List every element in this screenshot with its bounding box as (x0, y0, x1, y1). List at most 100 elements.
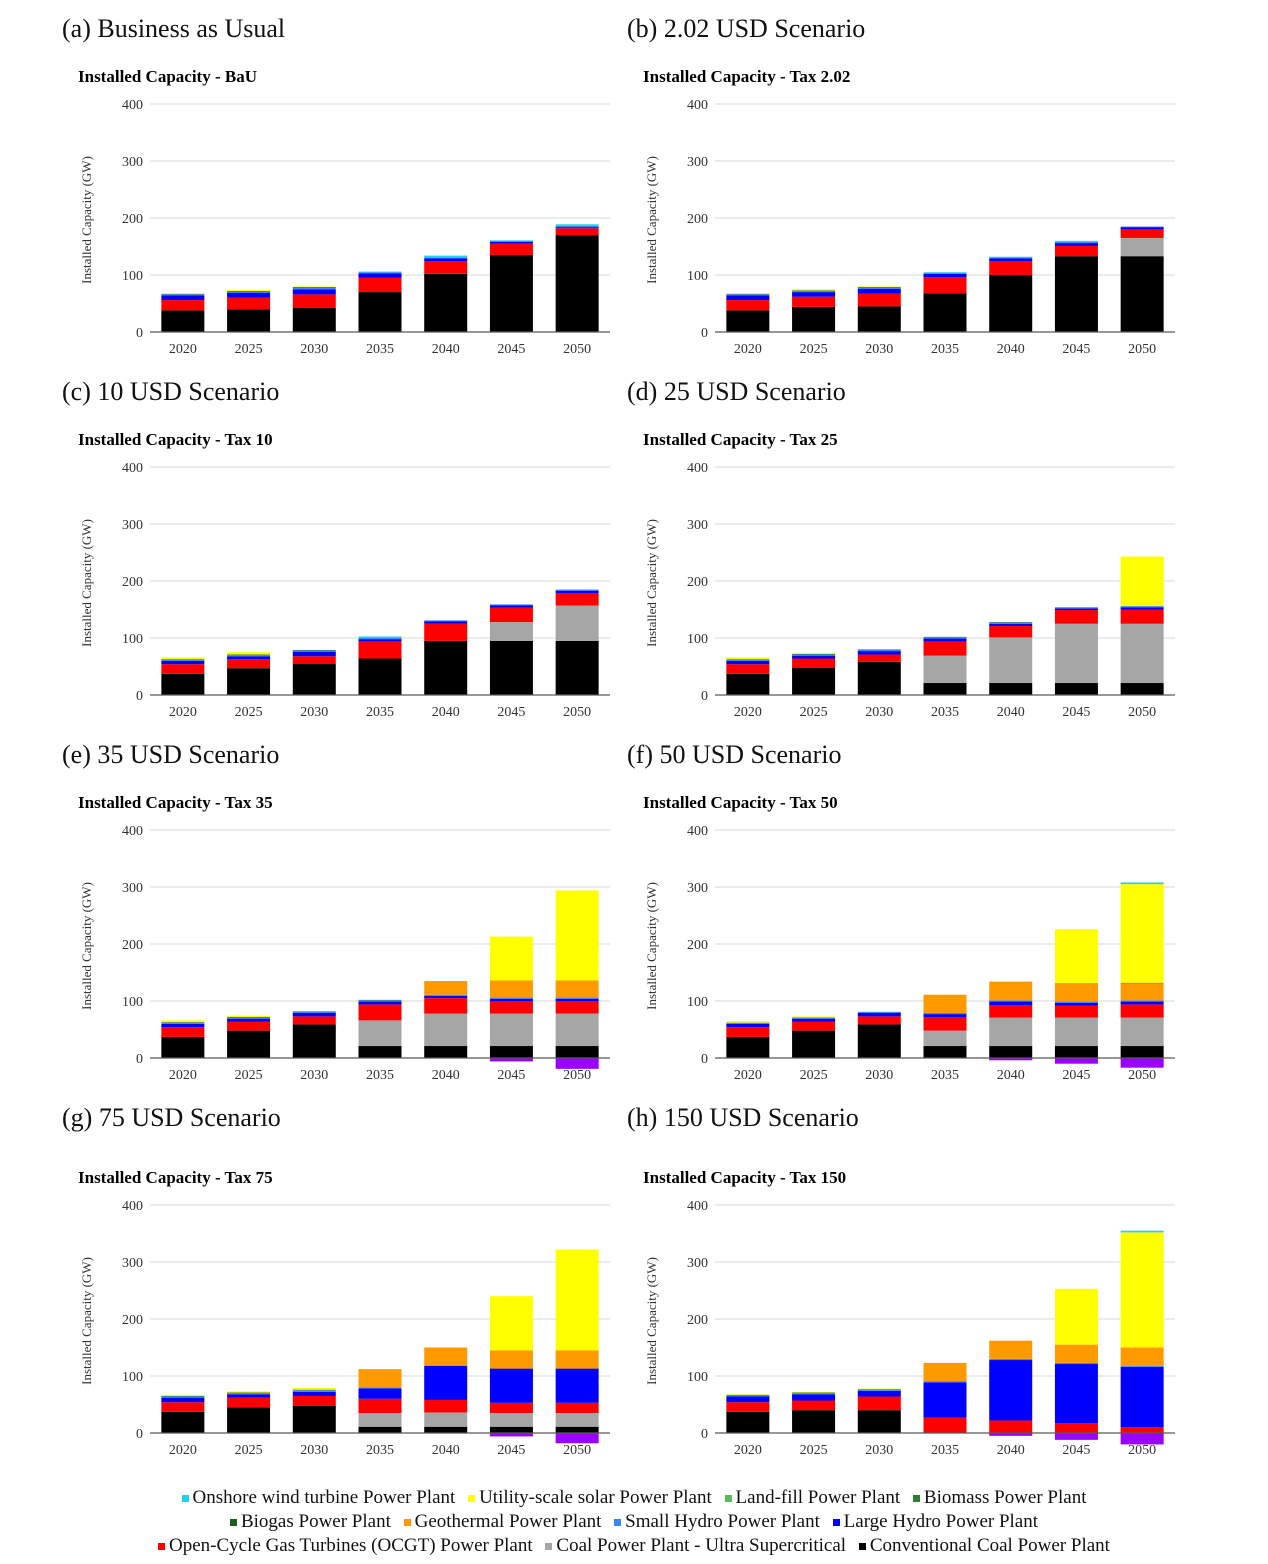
x-tick-label: 2035 (931, 1443, 959, 1458)
legend-swatch (468, 1495, 476, 1503)
x-tick-label: 2040 (997, 705, 1025, 720)
panel-caption: (e) 35 USD Scenario (62, 740, 280, 769)
bar-segment-large_hydro (923, 638, 967, 642)
bar-segment-small_hydro (1054, 241, 1098, 244)
bar-segment-small_hydro (989, 1358, 1033, 1361)
bar-segment-large_hydro (424, 621, 468, 624)
bar-segment-ocgt (489, 1001, 533, 1014)
bar-segment-coal_conv (555, 640, 599, 695)
bar-segment-biomass (227, 1016, 271, 1018)
legend-swatch (158, 1543, 166, 1551)
bar-segment-coal_conv (1054, 256, 1098, 332)
bar-segment-small_hydro (161, 659, 205, 661)
bar-segment-solar (1120, 884, 1164, 983)
bar-segment-solar (161, 293, 205, 294)
bar-segment-ocgt (857, 1396, 901, 1411)
bar-segment-ocgt (227, 297, 271, 310)
y-tick-label: 300 (687, 881, 708, 896)
bar-segment-coal_usc (358, 1020, 402, 1047)
bar-segment-large_hydro (989, 623, 1033, 627)
bar-segment-wind (555, 224, 599, 226)
legend-item-biomass: Biomass Power Plant (912, 1487, 1087, 1508)
bar-segment-solar (792, 1391, 836, 1393)
x-tick-label: 2035 (931, 1068, 959, 1083)
bar-segment-small_hydro (989, 622, 1033, 624)
bar-segment-solar (227, 1015, 271, 1017)
bar-segment-large_hydro (424, 258, 468, 262)
y-tick-label: 200 (687, 1313, 708, 1328)
chart-title: Installed Capacity - Tax 75 (78, 1168, 273, 1187)
bar-segment-coal_usc (1054, 1017, 1098, 1047)
bar-segment-small_hydro (792, 290, 836, 293)
x-tick-label: 2030 (300, 1443, 328, 1458)
bar-segment-solar (726, 1020, 770, 1023)
bar-segment-small_hydro (857, 1011, 901, 1013)
bar-segment-coal_conv (292, 308, 336, 332)
panel-d: (d) 25 USD Scenario Installed Capacity -… (627, 377, 1227, 737)
bar-segment-coal_conv (792, 667, 836, 695)
bar-segment-large_hydro (227, 1018, 271, 1022)
bar-segment-large_hydro (489, 241, 533, 244)
bar-segment-ocgt (292, 1016, 336, 1025)
y-tick-label: 400 (687, 461, 708, 476)
bar-segment-coal_conv (555, 1426, 599, 1433)
y-tick-label: 400 (122, 824, 143, 839)
chart-title: Installed Capacity - Tax 35 (78, 793, 273, 812)
bar-segment-large_hydro (726, 1396, 770, 1403)
bar-segment-coal_conv (489, 1426, 533, 1433)
bar-segment-coal_conv (1054, 1046, 1098, 1058)
y-tick-label: 400 (122, 461, 143, 476)
legend-item-geothermal: Geothermal Power Plant (403, 1511, 601, 1532)
bar-segment-large_hydro (792, 292, 836, 297)
x-tick-label: 2045 (1062, 1068, 1090, 1083)
bar-segment-large_hydro (792, 1018, 836, 1022)
legend-label: Biomass Power Plant (923, 1487, 1087, 1508)
legend-label: Conventional Coal Power Plant (869, 1535, 1110, 1556)
chart-legend: Onshore wind turbine Power Plant Utility… (0, 1486, 1268, 1558)
bar-segment-sequestration (989, 1058, 1033, 1061)
bar-segment-ocgt (792, 1400, 836, 1411)
y-tick-label: 200 (687, 938, 708, 953)
bar-segment-coal_conv (358, 1046, 402, 1058)
x-tick-label: 2035 (366, 1068, 394, 1083)
x-tick-label: 2035 (366, 342, 394, 357)
x-tick-label: 2045 (1062, 1443, 1090, 1458)
bar-segment-large_hydro (1120, 1001, 1164, 1005)
bar-segment-small_hydro (292, 650, 336, 652)
bar-segment-small_hydro (555, 997, 599, 999)
bar-segment-large_hydro (1054, 608, 1098, 611)
x-tick-label: 2025 (800, 705, 828, 720)
legend-swatch (403, 1519, 411, 1527)
bar-segment-ocgt (792, 296, 836, 307)
bar-segment-small_hydro (424, 994, 468, 996)
bar-segment-wind (989, 256, 1033, 258)
y-tick-label: 200 (122, 1313, 143, 1328)
chart-tax-10: Installed Capacity - Tax 10 Installed Cap… (78, 430, 610, 720)
legend-swatch (724, 1495, 732, 1503)
y-tick-label: 100 (687, 269, 708, 284)
bar-segment-large_hydro (161, 1397, 205, 1403)
bar-segment-ocgt (1054, 245, 1098, 257)
legend-item-landfill: Land-fill Power Plant (724, 1487, 900, 1508)
bar-segment-coal_usc (489, 1413, 533, 1427)
legend-item-biogas: Biogas Power Plant (229, 1511, 391, 1532)
x-tick-label: 2045 (1062, 342, 1090, 357)
bar-segment-sequestration (1054, 1058, 1098, 1064)
bar-segment-small_hydro (227, 1393, 271, 1395)
chart-tax-2-02: Installed Capacity - Tax 2.02 Installed C… (643, 67, 1175, 357)
bar-segment-wind (489, 240, 533, 241)
x-tick-label: 2050 (1128, 705, 1156, 720)
bar-segment-coal_conv (489, 1046, 533, 1058)
bar-segment-small_hydro (489, 240, 533, 242)
bar-segment-small_hydro (726, 1395, 770, 1397)
y-tick-label: 100 (687, 632, 708, 647)
bar-segment-coal_conv (1054, 683, 1098, 695)
bar-segment-ocgt (923, 277, 967, 294)
chart-tax-25: Installed Capacity - Tax 25 Installed Cap… (643, 430, 1175, 720)
bar-segment-sequestration (1054, 1433, 1098, 1440)
x-tick-label: 2040 (997, 1443, 1025, 1458)
panel-g: (g) 75 USD Scenario Installed Capacity -… (62, 1103, 662, 1463)
bar-segment-coal_conv (358, 1426, 402, 1433)
y-tick-label: 0 (136, 689, 143, 704)
bar-segment-coal_usc (989, 637, 1033, 684)
